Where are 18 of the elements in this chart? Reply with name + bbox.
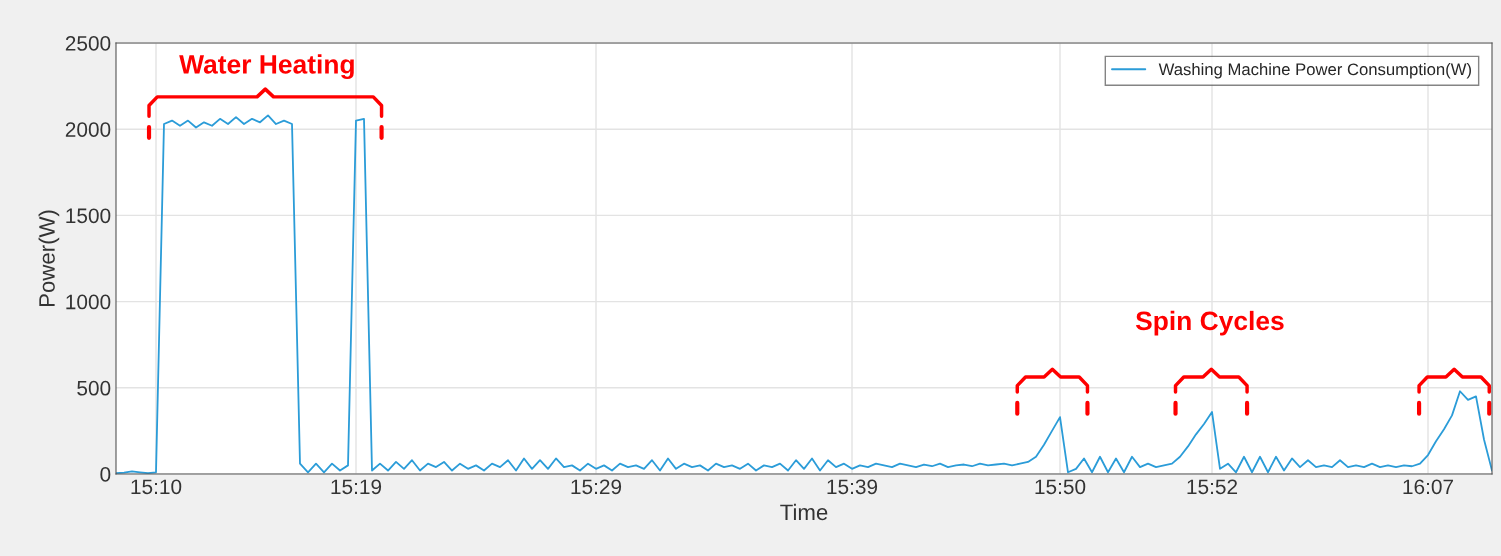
y-tick-label: 1000 <box>66 294 111 310</box>
x-tick-label: 16:07 <box>1403 479 1454 495</box>
x-tick-label: 15:19 <box>331 479 382 495</box>
y-tick-label: 2000 <box>65 122 111 137</box>
y-tick-label: 500 <box>77 380 111 396</box>
y-tick-label: 0 <box>100 467 111 482</box>
x-tick-label: 15:10 <box>131 479 182 495</box>
x-tick-label: 15:52 <box>1187 479 1238 495</box>
y-tick-label: 2500 <box>65 36 111 51</box>
x-tick-label: 15:29 <box>571 479 622 495</box>
annotation: Water Heating <box>179 54 354 80</box>
y-axis-title: Power(W) <box>38 210 60 307</box>
annotation: Spin Cycles <box>1135 310 1284 336</box>
y-tick-label: 1500 <box>66 208 111 224</box>
legend-label: Washing Machine Power Consumption(W) <box>1158 63 1471 79</box>
x-axis-title: Time <box>780 503 828 521</box>
x-tick-label: 15:50 <box>1035 479 1086 495</box>
x-tick-label: 15:39 <box>827 479 878 495</box>
